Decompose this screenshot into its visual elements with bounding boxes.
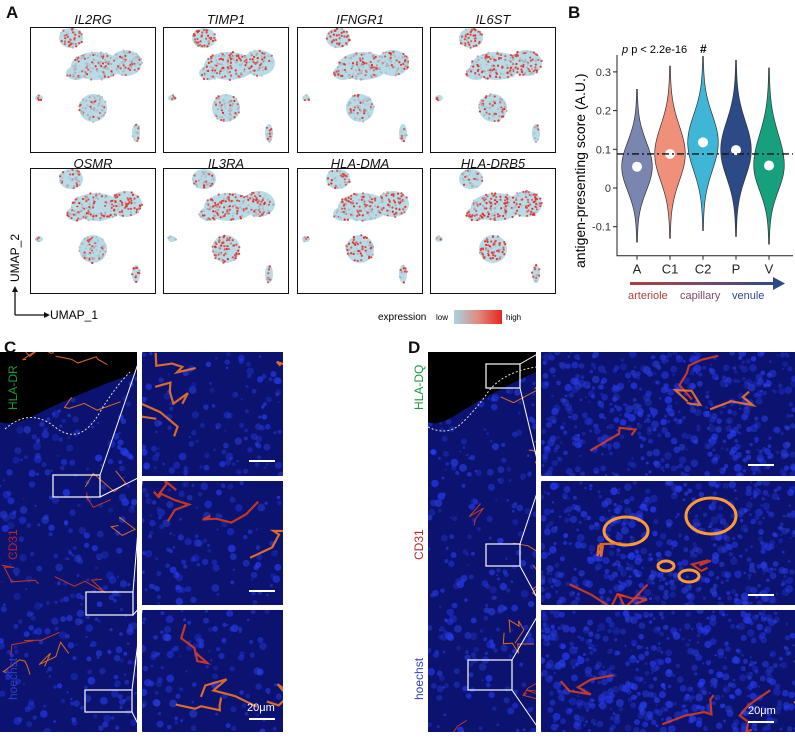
violin-chart: -0.1 0 0.1 0.2 0.3 A C1 C2 P V bbox=[592, 55, 793, 290]
panel-c-inset-3 bbox=[142, 610, 283, 732]
gradient-arrow bbox=[630, 282, 775, 285]
panel-d-overview-image bbox=[428, 352, 536, 732]
panel-c-zoom-lines bbox=[4, 352, 143, 732]
median-point bbox=[632, 161, 642, 172]
scale-bar bbox=[249, 590, 275, 592]
panel-label-d: D bbox=[408, 338, 421, 357]
panel-c-inset-1 bbox=[142, 352, 283, 476]
stain-label-cd31-c: CD31 bbox=[6, 529, 20, 560]
panel-label-a: A bbox=[6, 3, 19, 22]
violin-V bbox=[753, 67, 785, 245]
scale-bar bbox=[748, 464, 774, 466]
x-tick-label: C2 bbox=[695, 262, 712, 277]
umap-plot bbox=[430, 168, 556, 294]
umap-plot bbox=[163, 168, 289, 294]
gene-title: HLA-DRB5 bbox=[460, 156, 526, 171]
x-tick-label: V bbox=[765, 262, 774, 277]
legend-high: high bbox=[506, 313, 522, 322]
y-tick-label: -0.1 bbox=[592, 222, 611, 234]
gene-title: TIMP1 bbox=[206, 12, 246, 27]
stain-label-hla-dr: HLA-DR bbox=[6, 365, 20, 410]
scale-bar bbox=[249, 718, 275, 720]
umap-plot bbox=[430, 27, 556, 153]
panel-d-inset-1 bbox=[541, 352, 795, 476]
umap-x-label: UMAP_1 bbox=[50, 308, 99, 322]
gene-title: IL2RG bbox=[74, 12, 112, 27]
umap-axes-arrows bbox=[12, 286, 50, 318]
gradient-label-capillary: capillary bbox=[680, 290, 721, 302]
scale-label-c: 20μm bbox=[247, 702, 275, 714]
median-point bbox=[764, 160, 774, 171]
gradient-label-venule: venule bbox=[732, 290, 765, 302]
median-point bbox=[731, 145, 741, 156]
y-axis-label: antigen-presenting score (A.U.) bbox=[572, 73, 588, 268]
stain-label-hla-dq: HLA-DQ bbox=[412, 364, 426, 410]
y-tick-label: 0 bbox=[605, 183, 611, 195]
stain-label-hoechst-c: hoechst bbox=[6, 657, 20, 700]
legend-low: low bbox=[436, 313, 449, 322]
scale-bar bbox=[249, 460, 275, 462]
panel-c-overview-image bbox=[0, 352, 137, 732]
panel-d-inset-2 bbox=[541, 481, 795, 605]
median-point bbox=[665, 148, 675, 159]
p-value-text: p < 2.2e-16 bbox=[631, 44, 688, 56]
umap-y-label: UMAP_2 bbox=[8, 233, 22, 282]
y-tick-label: 0.2 bbox=[596, 106, 611, 118]
x-tick-label: A bbox=[633, 262, 642, 277]
umap-plot bbox=[30, 27, 156, 153]
panel-d-inset-3 bbox=[541, 610, 795, 732]
gradient-label-arteriole: arteriole bbox=[628, 290, 668, 302]
stain-label-cd31-d: CD31 bbox=[412, 529, 426, 560]
panel-d-zoom-lines bbox=[428, 352, 542, 732]
umap-plot bbox=[297, 27, 423, 153]
panel-c-inset-2 bbox=[142, 481, 283, 605]
gene-title: IFNGR1 bbox=[336, 12, 384, 27]
significance-hash: # bbox=[700, 42, 707, 56]
gene-title: HLA-DMA bbox=[330, 156, 390, 171]
legend-gradient bbox=[454, 310, 502, 324]
stain-label-hoechst-d: hoechst bbox=[412, 657, 426, 700]
p-value-annotation: p p < 2.2e-16 bbox=[622, 44, 688, 56]
x-tick-label: C1 bbox=[662, 262, 679, 277]
umap-plot bbox=[30, 168, 156, 294]
x-tick-label: P bbox=[732, 262, 741, 277]
legend-title: expression bbox=[378, 312, 427, 323]
y-tick-label: 0.1 bbox=[596, 144, 611, 156]
gene-title: OSMR bbox=[73, 156, 113, 171]
umap-plot bbox=[297, 168, 423, 294]
scale-bar bbox=[748, 594, 774, 596]
panel-label-b: B bbox=[568, 3, 581, 22]
scale-label-d: 20μm bbox=[748, 705, 776, 717]
median-point bbox=[698, 137, 708, 148]
gene-title: IL3RA bbox=[207, 156, 245, 171]
gene-title: IL6ST bbox=[475, 12, 511, 27]
y-tick-label: 0.3 bbox=[596, 67, 611, 79]
scale-bar bbox=[748, 721, 774, 723]
umap-plot bbox=[163, 27, 289, 153]
